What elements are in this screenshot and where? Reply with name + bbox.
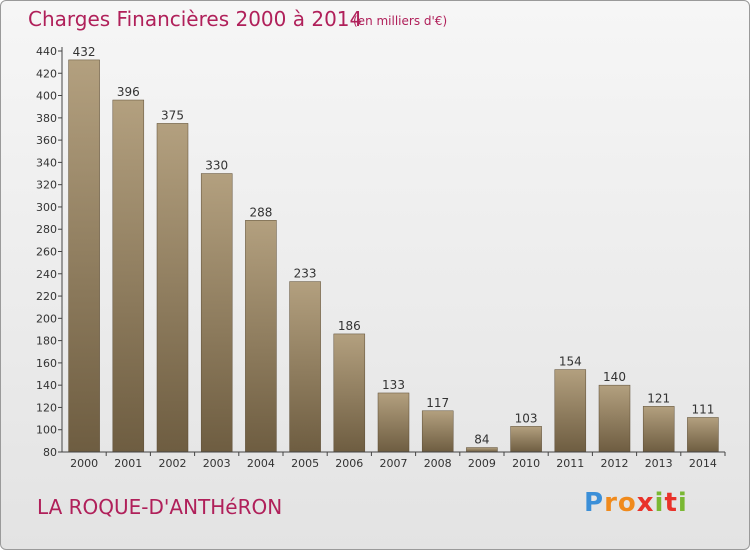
- x-tick-label: 2011: [556, 457, 584, 470]
- y-tick-label: 360: [36, 134, 57, 147]
- bar-2000: [68, 59, 100, 453]
- bar-2002: [156, 123, 189, 453]
- y-tick-label: 140: [36, 379, 57, 392]
- logo-letter: P: [584, 488, 605, 518]
- bar-2014: [687, 417, 719, 453]
- y-tick-label: 440: [36, 45, 57, 58]
- bar-value-label: 154: [559, 355, 582, 369]
- y-tick-label: 100: [36, 424, 57, 437]
- y-tick-label: 280: [36, 223, 57, 236]
- bar-value-label: 111: [691, 402, 714, 416]
- bar-value-label: 432: [73, 45, 96, 59]
- bar-2005: [289, 281, 321, 453]
- x-tick-label: 2008: [424, 457, 452, 470]
- bar-value-label: 103: [515, 411, 538, 425]
- x-tick-label: 2003: [203, 457, 231, 470]
- bars: 432 396 375 330 288 233 186 133 117 84 103 154 140 12…: [68, 45, 719, 453]
- bar-2012: [598, 384, 631, 453]
- y-tick-label: 120: [36, 401, 57, 414]
- bar-2011: [554, 369, 587, 453]
- x-tick-label: 2012: [601, 457, 629, 470]
- bar-2010: [510, 426, 542, 453]
- x-tick-label: 2004: [247, 457, 275, 470]
- logo-letter: r: [604, 488, 618, 518]
- y-tick-label: 320: [36, 179, 57, 192]
- y-tick-label: 400: [36, 90, 57, 103]
- bar-2006: [333, 333, 366, 453]
- y-tick-label: 240: [36, 268, 57, 281]
- x-axis: 2000 2001 2002 2003 2004 2005 2006 2007 2008 2009…: [62, 451, 726, 470]
- bar-value-label: 121: [647, 391, 670, 405]
- x-tick-label: 2010: [512, 457, 540, 470]
- commune-name: LA ROQUE-D'ANTHéRON: [37, 495, 283, 519]
- x-tick-label: 2001: [114, 457, 142, 470]
- x-tick-label: 2013: [645, 457, 673, 470]
- bar-value-label: 396: [117, 85, 140, 99]
- y-tick-label: 80: [43, 446, 57, 459]
- logo-letter: i: [654, 488, 665, 518]
- bar-2008: [421, 410, 454, 453]
- x-tick-label: 2009: [468, 457, 496, 470]
- y-tick-label: 220: [36, 290, 57, 303]
- bar-2003: [200, 173, 233, 453]
- bar-2001: [112, 99, 145, 453]
- bar-value-label: 117: [426, 396, 449, 410]
- x-tick-label: 2002: [159, 457, 187, 470]
- x-tick-label: 2005: [291, 457, 319, 470]
- bar-2004: [245, 220, 277, 453]
- bar-value-label: 233: [294, 267, 317, 281]
- logo-letter: i: [677, 488, 688, 518]
- bar-value-label: 288: [249, 205, 272, 219]
- bar-value-label: 133: [382, 378, 405, 392]
- y-tick-label: 200: [36, 312, 57, 325]
- x-tick-label: 2000: [70, 457, 98, 470]
- bar-value-label: 375: [161, 108, 184, 122]
- y-tick-label: 340: [36, 156, 57, 169]
- y-tick-label: 260: [36, 246, 57, 259]
- proxiti-logo: Proxiti: [584, 488, 688, 518]
- bar-2013: [642, 406, 675, 453]
- bar-2009: [466, 447, 498, 453]
- bar-value-label: 140: [603, 370, 626, 384]
- chart-unit: (en milliers d'€): [353, 14, 448, 28]
- chart-title: Charges Financières 2000 à 2014: [28, 7, 363, 31]
- y-tick-label: 380: [36, 112, 57, 125]
- y-axis: 80 100 120 140 160 180 200 220 240 260 280 300 320 34…: [36, 45, 63, 459]
- y-tick-label: 300: [36, 201, 57, 214]
- logo-letter: o: [617, 488, 637, 518]
- y-tick-label: 160: [36, 357, 57, 370]
- y-tick-label: 180: [36, 335, 57, 348]
- bar-value-label: 84: [474, 433, 489, 447]
- logo-letter: x: [636, 488, 655, 518]
- bar-2007: [377, 392, 410, 453]
- x-tick-label: 2007: [380, 457, 408, 470]
- x-tick-label: 2014: [689, 457, 717, 470]
- bar-value-label: 330: [205, 159, 228, 173]
- logo-letter: t: [664, 488, 678, 518]
- bar-value-label: 186: [338, 319, 361, 333]
- y-tick-label: 420: [36, 67, 57, 80]
- x-tick-label: 2006: [335, 457, 363, 470]
